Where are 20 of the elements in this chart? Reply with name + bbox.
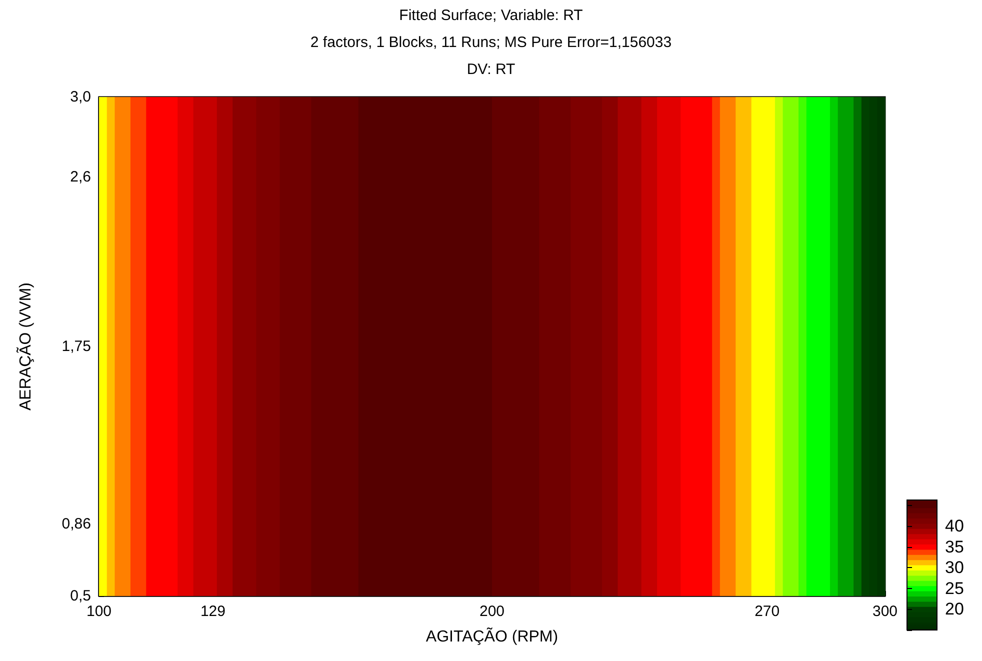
x-axis-title: AGITAÇÃO (RPM) bbox=[426, 626, 558, 646]
text: DV: RT bbox=[466, 61, 516, 78]
color-bar-label: 20 bbox=[945, 600, 964, 619]
color-bar-label: 35 bbox=[945, 537, 964, 556]
x-tick-label: 129 bbox=[200, 603, 226, 620]
chart-subtitle: 2 factors, 1 Blocks, 11 Runs; MS Pure Error=1,156033 bbox=[310, 34, 672, 51]
y-tick-label: 0,5 bbox=[70, 588, 91, 604]
x-tick-label: 200 bbox=[479, 603, 505, 620]
color-bar-label: 30 bbox=[945, 558, 964, 578]
x-tick-label: 100 bbox=[86, 603, 112, 620]
y-tick-label: 2,6 bbox=[70, 168, 91, 186]
y-tick-label: 1,75 bbox=[62, 338, 91, 355]
color-bar-label: 25 bbox=[945, 578, 964, 598]
x-tick-label: 300 bbox=[872, 603, 898, 620]
y-tick-label: 3,0 bbox=[70, 88, 91, 106]
color-bar-label: 40 bbox=[945, 516, 964, 536]
y-tick-label: 0,86 bbox=[62, 516, 91, 533]
chart-title: Fitted Surface; Variable: RT bbox=[399, 7, 583, 24]
x-tick-label: 270 bbox=[754, 603, 780, 620]
y-axis-title: AERAÇÃO (VVM) bbox=[16, 282, 34, 411]
